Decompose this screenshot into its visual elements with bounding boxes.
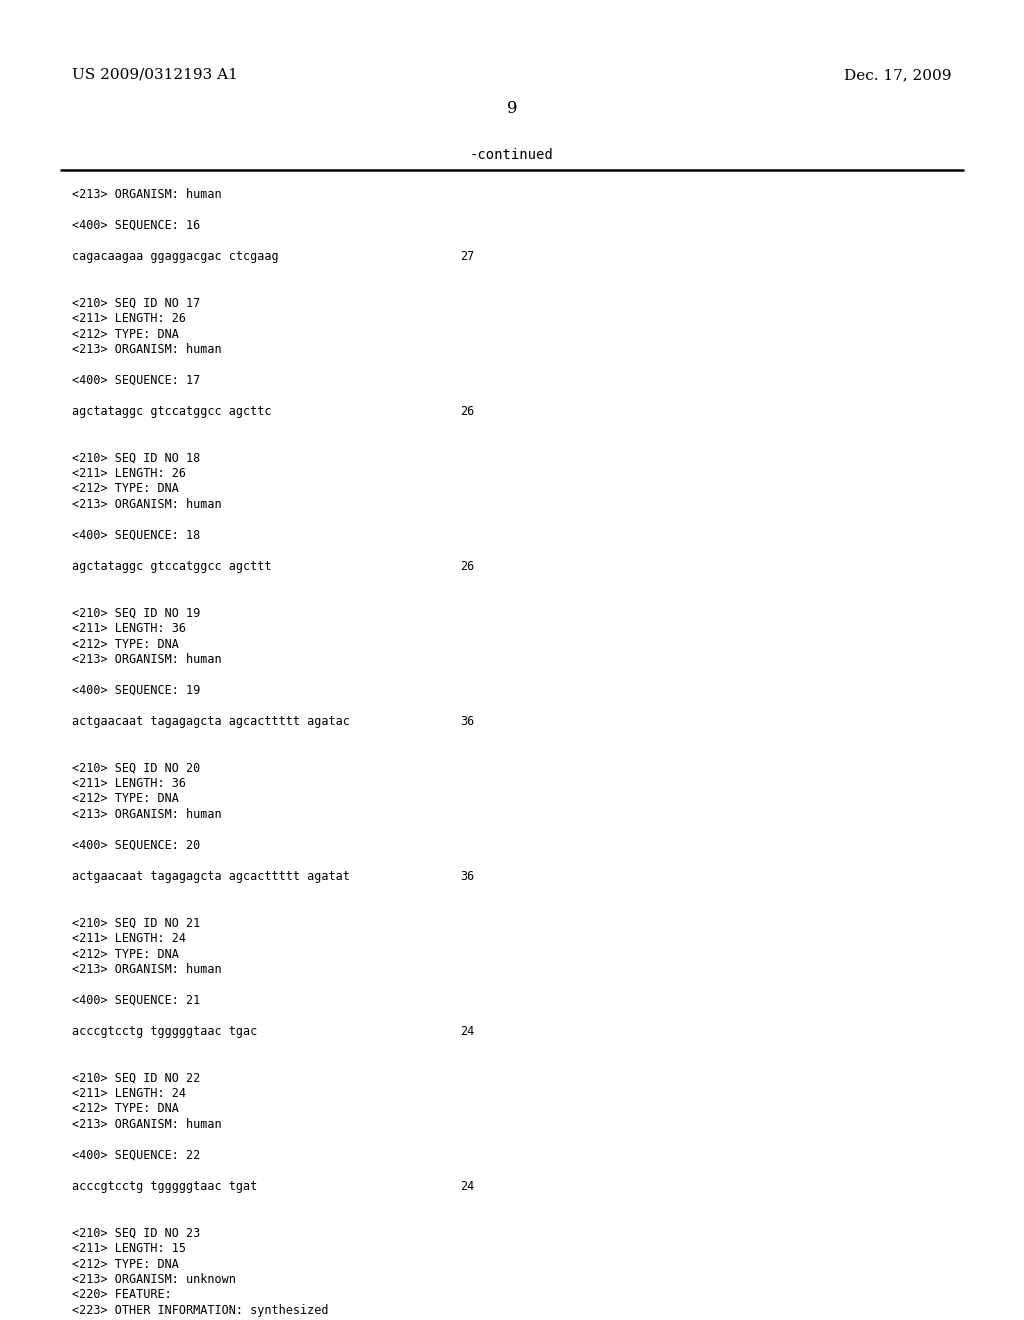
Text: <400> SEQUENCE: 18: <400> SEQUENCE: 18 <box>72 529 201 543</box>
Text: <211> LENGTH: 36: <211> LENGTH: 36 <box>72 777 186 789</box>
Text: <212> TYPE: DNA: <212> TYPE: DNA <box>72 1258 179 1270</box>
Text: 36: 36 <box>460 870 474 883</box>
Text: <210> SEQ ID NO 21: <210> SEQ ID NO 21 <box>72 916 201 929</box>
Text: acccgtcctg tgggggtaac tgac: acccgtcctg tgggggtaac tgac <box>72 1026 257 1038</box>
Text: Dec. 17, 2009: Dec. 17, 2009 <box>845 69 952 82</box>
Text: <400> SEQUENCE: 16: <400> SEQUENCE: 16 <box>72 219 201 232</box>
Text: <213> ORGANISM: human: <213> ORGANISM: human <box>72 1118 221 1131</box>
Text: <213> ORGANISM: human: <213> ORGANISM: human <box>72 187 221 201</box>
Text: actgaacaat tagagagcta agcacttttt agatac: actgaacaat tagagagcta agcacttttt agatac <box>72 715 350 729</box>
Text: cagacaagaa ggaggacgac ctcgaag: cagacaagaa ggaggacgac ctcgaag <box>72 249 279 263</box>
Text: <212> TYPE: DNA: <212> TYPE: DNA <box>72 1102 179 1115</box>
Text: agctataggc gtccatggcc agcttt: agctataggc gtccatggcc agcttt <box>72 560 271 573</box>
Text: <210> SEQ ID NO 20: <210> SEQ ID NO 20 <box>72 762 201 775</box>
Text: <213> ORGANISM: human: <213> ORGANISM: human <box>72 343 221 356</box>
Text: <211> LENGTH: 15: <211> LENGTH: 15 <box>72 1242 186 1255</box>
Text: <213> ORGANISM: human: <213> ORGANISM: human <box>72 498 221 511</box>
Text: <213> ORGANISM: unknown: <213> ORGANISM: unknown <box>72 1272 236 1286</box>
Text: <212> TYPE: DNA: <212> TYPE: DNA <box>72 638 179 651</box>
Text: 24: 24 <box>460 1180 474 1193</box>
Text: 27: 27 <box>460 249 474 263</box>
Text: acccgtcctg tgggggtaac tgat: acccgtcctg tgggggtaac tgat <box>72 1180 257 1193</box>
Text: <210> SEQ ID NO 22: <210> SEQ ID NO 22 <box>72 1072 201 1085</box>
Text: <212> TYPE: DNA: <212> TYPE: DNA <box>72 327 179 341</box>
Text: <213> ORGANISM: human: <213> ORGANISM: human <box>72 653 221 667</box>
Text: 26: 26 <box>460 560 474 573</box>
Text: <212> TYPE: DNA: <212> TYPE: DNA <box>72 792 179 805</box>
Text: actgaacaat tagagagcta agcacttttt agatat: actgaacaat tagagagcta agcacttttt agatat <box>72 870 350 883</box>
Text: 9: 9 <box>507 100 517 117</box>
Text: <220> FEATURE:: <220> FEATURE: <box>72 1288 172 1302</box>
Text: -continued: -continued <box>470 148 554 162</box>
Text: US 2009/0312193 A1: US 2009/0312193 A1 <box>72 69 238 82</box>
Text: <400> SEQUENCE: 19: <400> SEQUENCE: 19 <box>72 684 201 697</box>
Text: 36: 36 <box>460 715 474 729</box>
Text: <213> ORGANISM: human: <213> ORGANISM: human <box>72 808 221 821</box>
Text: <223> OTHER INFORMATION: synthesized: <223> OTHER INFORMATION: synthesized <box>72 1304 329 1317</box>
Text: <211> LENGTH: 36: <211> LENGTH: 36 <box>72 622 186 635</box>
Text: <213> ORGANISM: human: <213> ORGANISM: human <box>72 964 221 975</box>
Text: <211> LENGTH: 24: <211> LENGTH: 24 <box>72 1086 186 1100</box>
Text: 26: 26 <box>460 405 474 418</box>
Text: 24: 24 <box>460 1026 474 1038</box>
Text: <400> SEQUENCE: 22: <400> SEQUENCE: 22 <box>72 1148 201 1162</box>
Text: agctataggc gtccatggcc agcttc: agctataggc gtccatggcc agcttc <box>72 405 271 418</box>
Text: <210> SEQ ID NO 17: <210> SEQ ID NO 17 <box>72 297 201 309</box>
Text: <212> TYPE: DNA: <212> TYPE: DNA <box>72 948 179 961</box>
Text: <400> SEQUENCE: 20: <400> SEQUENCE: 20 <box>72 840 201 851</box>
Text: <212> TYPE: DNA: <212> TYPE: DNA <box>72 483 179 495</box>
Text: <211> LENGTH: 26: <211> LENGTH: 26 <box>72 467 186 480</box>
Text: <211> LENGTH: 24: <211> LENGTH: 24 <box>72 932 186 945</box>
Text: <210> SEQ ID NO 19: <210> SEQ ID NO 19 <box>72 606 201 619</box>
Text: <400> SEQUENCE: 21: <400> SEQUENCE: 21 <box>72 994 201 1007</box>
Text: <210> SEQ ID NO 23: <210> SEQ ID NO 23 <box>72 1226 201 1239</box>
Text: <210> SEQ ID NO 18: <210> SEQ ID NO 18 <box>72 451 201 465</box>
Text: <400> SEQUENCE: 17: <400> SEQUENCE: 17 <box>72 374 201 387</box>
Text: <211> LENGTH: 26: <211> LENGTH: 26 <box>72 312 186 325</box>
